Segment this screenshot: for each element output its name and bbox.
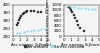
- Point: [70, 6, 72, 7]
- Point: [44, 28, 45, 29]
- Point: [23, 12, 25, 13]
- Point: [84, 8, 86, 9]
- Point: [77, 7, 79, 8]
- Point: [22, 13, 24, 14]
- Point: [33, 30, 35, 31]
- Point: [74, 7, 75, 8]
- Point: [67, 7, 69, 8]
- Point: [21, 15, 22, 16]
- Legend: As welded, Stress relieved: As welded, Stress relieved: [22, 43, 86, 50]
- Y-axis label: Hardness HV: Hardness HV: [0, 7, 2, 34]
- Point: [37, 11, 38, 12]
- Point: [40, 29, 42, 30]
- Point: [69, 8, 70, 9]
- X-axis label: Arc energy (kJ/mm): Arc energy (kJ/mm): [61, 43, 100, 47]
- Point: [79, 27, 81, 28]
- Point: [16, 33, 17, 34]
- Point: [74, 17, 76, 18]
- Y-axis label: Fracture stress (N/mm²): Fracture stress (N/mm²): [46, 0, 50, 45]
- Point: [67, 6, 68, 7]
- Point: [83, 30, 84, 31]
- Point: [73, 14, 74, 15]
- Point: [88, 8, 89, 9]
- Point: [30, 30, 31, 31]
- Point: [37, 29, 38, 30]
- Point: [40, 12, 42, 13]
- Point: [17, 22, 19, 23]
- Point: [77, 24, 79, 25]
- Point: [95, 9, 96, 10]
- Point: [26, 31, 28, 32]
- Point: [72, 12, 73, 13]
- Point: [25, 11, 26, 12]
- Point: [26, 11, 28, 12]
- Point: [33, 11, 35, 12]
- Point: [18, 20, 20, 21]
- X-axis label: Arc energy (kJ/mm): Arc energy (kJ/mm): [11, 43, 51, 47]
- Point: [19, 32, 21, 33]
